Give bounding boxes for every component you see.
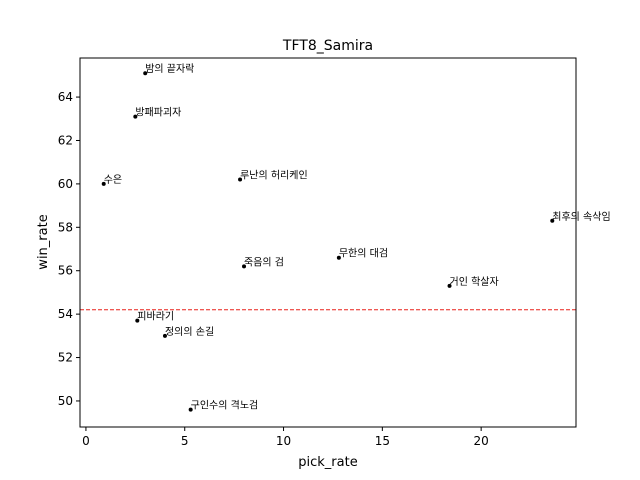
point-label: 최후의 속삭임 — [552, 210, 610, 223]
y-tick-label: 52 — [58, 351, 73, 365]
x-tick-label: 5 — [181, 434, 189, 448]
scatter-point — [162, 333, 167, 338]
point-label: 죽음의 검 — [244, 256, 284, 268]
point-label: 수은 — [104, 174, 122, 186]
y-tick-label: 56 — [58, 264, 73, 278]
y-tick-label: 58 — [58, 220, 73, 234]
scatter-point — [238, 177, 243, 182]
point-label: 구인수의 격노검 — [191, 399, 259, 412]
point-label: 무한의 대검 — [339, 248, 388, 260]
x-tick-label: 15 — [375, 434, 390, 448]
plot-frame — [79, 57, 577, 428]
point-label: 피바라기 — [137, 311, 174, 323]
scatter-point — [101, 181, 106, 186]
y-tick-label: 62 — [58, 133, 73, 147]
scatter-point — [242, 264, 247, 269]
y-tick-label: 60 — [58, 177, 73, 191]
y-axis-label: win_rate — [36, 214, 51, 269]
y-tick-label: 64 — [58, 90, 73, 104]
point-label: 루난의 허리케인 — [240, 170, 308, 182]
scatter-point — [135, 318, 140, 323]
scatter-point — [336, 255, 341, 260]
y-axis-ticks: 50 52 54 56 58 60 62 64 — [58, 90, 80, 408]
x-axis-ticks: 0 5 10 15 20 — [82, 427, 489, 448]
y-tick-label: 50 — [58, 394, 73, 408]
point-label: 거인 학살자 — [450, 276, 499, 288]
point-label: 정의의 손길 — [165, 325, 214, 338]
scatter-point — [143, 71, 148, 76]
point-label: 밤의 끝자락 — [145, 63, 194, 75]
x-tick-label: 0 — [82, 434, 90, 448]
scatter-point — [447, 283, 452, 288]
y-tick-label: 54 — [58, 307, 73, 321]
x-tick-label: 20 — [474, 434, 489, 448]
scatter-point — [550, 218, 555, 223]
scatter-point — [188, 407, 193, 412]
point-label: 방패파괴자 — [135, 107, 181, 119]
scatter-point — [133, 114, 138, 119]
chart-title: TFT8_Samira — [282, 38, 373, 54]
x-axis-label: pick_rate — [298, 455, 357, 470]
x-tick-label: 10 — [276, 434, 291, 448]
